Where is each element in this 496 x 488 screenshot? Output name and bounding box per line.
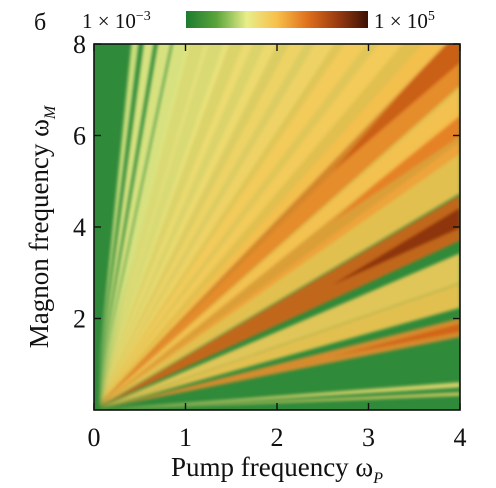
colorbar-max-label: 1 × 105 xyxy=(374,9,435,33)
heatmap-bands xyxy=(98,44,460,410)
y-axis-label: Magnon frequency ωM xyxy=(24,104,59,348)
heatmap-band xyxy=(98,44,447,405)
colorbar-max-exponent: 5 xyxy=(428,9,435,24)
x-axis-label: Pump frequency ωP xyxy=(171,452,383,487)
heatmap-band xyxy=(98,44,139,369)
y-tick-label: 8 xyxy=(73,30,86,59)
colorbar-min-exponent: −3 xyxy=(136,9,151,24)
heatmap-band-core xyxy=(331,207,460,286)
x-axis-ticks: 0 1 2 3 4 xyxy=(88,44,467,452)
heatmap-band xyxy=(98,44,171,386)
y-tick-label: 4 xyxy=(73,213,86,242)
heatmap-band xyxy=(98,44,230,397)
heatmap-band xyxy=(98,44,334,403)
colorbar-min-label: 1 × 10−3 xyxy=(82,9,151,33)
heatmap-band xyxy=(98,318,460,409)
plot-area xyxy=(93,43,461,411)
colorbar-max-base: 1 × 10 xyxy=(374,9,428,33)
x-axis-label-subscript: P xyxy=(372,470,383,487)
x-tick-label: 3 xyxy=(362,423,375,452)
y-tick-label: 6 xyxy=(73,122,86,151)
heatmap-band xyxy=(98,44,305,402)
y-axis-ticks: 2 4 6 8 xyxy=(73,30,460,334)
heatmap-band xyxy=(98,392,460,410)
heatmap-band xyxy=(98,382,460,410)
x-tick-label: 2 xyxy=(271,423,284,452)
y-tick-label: 2 xyxy=(73,305,86,334)
x-tick-label: 1 xyxy=(179,423,192,452)
x-tick-label: 4 xyxy=(454,423,467,452)
x-tick-label: 0 xyxy=(88,423,101,452)
heatmap-band xyxy=(98,44,403,404)
y-axis-label-subscript: M xyxy=(42,104,59,120)
colorbar-min-base: 1 × 10 xyxy=(82,9,136,33)
panel-label: б xyxy=(34,10,46,36)
heatmap-band xyxy=(98,44,253,399)
heatmap-band xyxy=(98,44,367,404)
heatmap-band xyxy=(98,44,208,394)
heatmap-band xyxy=(98,283,460,409)
x-axis-label-text: Pump frequency ω xyxy=(171,452,373,482)
colorbar xyxy=(186,11,368,28)
heatmap-band-core xyxy=(331,44,460,173)
heatmap-band-core xyxy=(331,323,460,357)
y-axis-label-text: Magnon frequency ω xyxy=(24,119,54,348)
